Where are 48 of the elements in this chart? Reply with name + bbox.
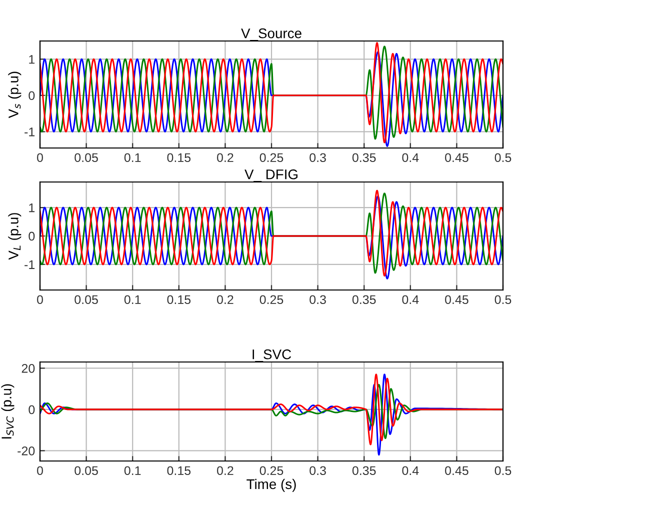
x-tick-label: 0.25 (260, 153, 284, 162)
x-tick-label: 0.25 (260, 466, 284, 476)
x-tick-label: 0.45 (445, 295, 468, 304)
x-tick-label: 0.1 (124, 153, 141, 162)
y-tick-label: 0 (28, 405, 35, 414)
x-tick-label: 0.25 (260, 295, 284, 304)
chart-title: I_SVC (252, 349, 292, 362)
y-tick-label: 0 (28, 232, 35, 241)
x-tick-label: 0.3 (310, 295, 326, 304)
x-tick-label: 0.5 (494, 153, 512, 162)
y-tick-label: -1 (24, 128, 35, 136)
y-axis-title: V$_{L}$ (p.u) (8, 213, 22, 260)
y-axis-title: I$_{SVC}$ (p.u) (1, 384, 14, 438)
x-axis-title: Time (s) (246, 478, 296, 492)
x-tick-label: 0.4 (402, 153, 419, 162)
x-tick-label: 0.4 (402, 466, 419, 476)
x-tick-label: 0.4 (402, 295, 419, 304)
x-tick-label: 0.35 (352, 466, 376, 476)
y-tick-label: 20 (22, 364, 35, 373)
x-tick-label: 0.2 (217, 466, 234, 476)
x-tick-label: 0 (37, 466, 43, 476)
x-tick-label: 0.45 (445, 153, 468, 162)
x-tick-label: 0.1 (124, 466, 141, 476)
y-tick-label: 1 (29, 55, 35, 64)
x-tick-label: 0.05 (74, 153, 98, 162)
x-tick-label: 0.15 (167, 153, 191, 162)
x-tick-label: 0.3 (310, 153, 326, 162)
x-tick-label: 0.05 (74, 466, 98, 476)
y-tick-label: -1 (24, 260, 35, 269)
x-tick-label: 0 (37, 153, 43, 162)
x-tick-label: 0.15 (167, 295, 191, 304)
x-tick-label: 0.5 (494, 295, 512, 304)
y-tick-label: 1 (29, 204, 35, 212)
x-tick-label: 0.15 (167, 466, 191, 476)
x-tick-label: 0.45 (445, 466, 468, 476)
x-tick-label: 0.05 (74, 295, 98, 304)
y-tick-label: 0 (28, 91, 35, 100)
x-tick-label: 0 (37, 295, 43, 304)
y-tick-label: -20 (18, 446, 35, 456)
x-tick-label: 0.1 (124, 295, 141, 304)
x-tick-label: 0.2 (217, 153, 234, 162)
x-tick-label: 0.3 (310, 466, 326, 476)
x-tick-label: 0.35 (352, 153, 376, 162)
x-tick-label: 0.2 (217, 295, 234, 304)
x-tick-label: 0.35 (352, 295, 376, 304)
chart-title: V_Source (241, 28, 302, 41)
y-axis-title: V$_{s}$ (p.u) (8, 72, 22, 118)
x-tick-label: 0.5 (494, 466, 512, 476)
